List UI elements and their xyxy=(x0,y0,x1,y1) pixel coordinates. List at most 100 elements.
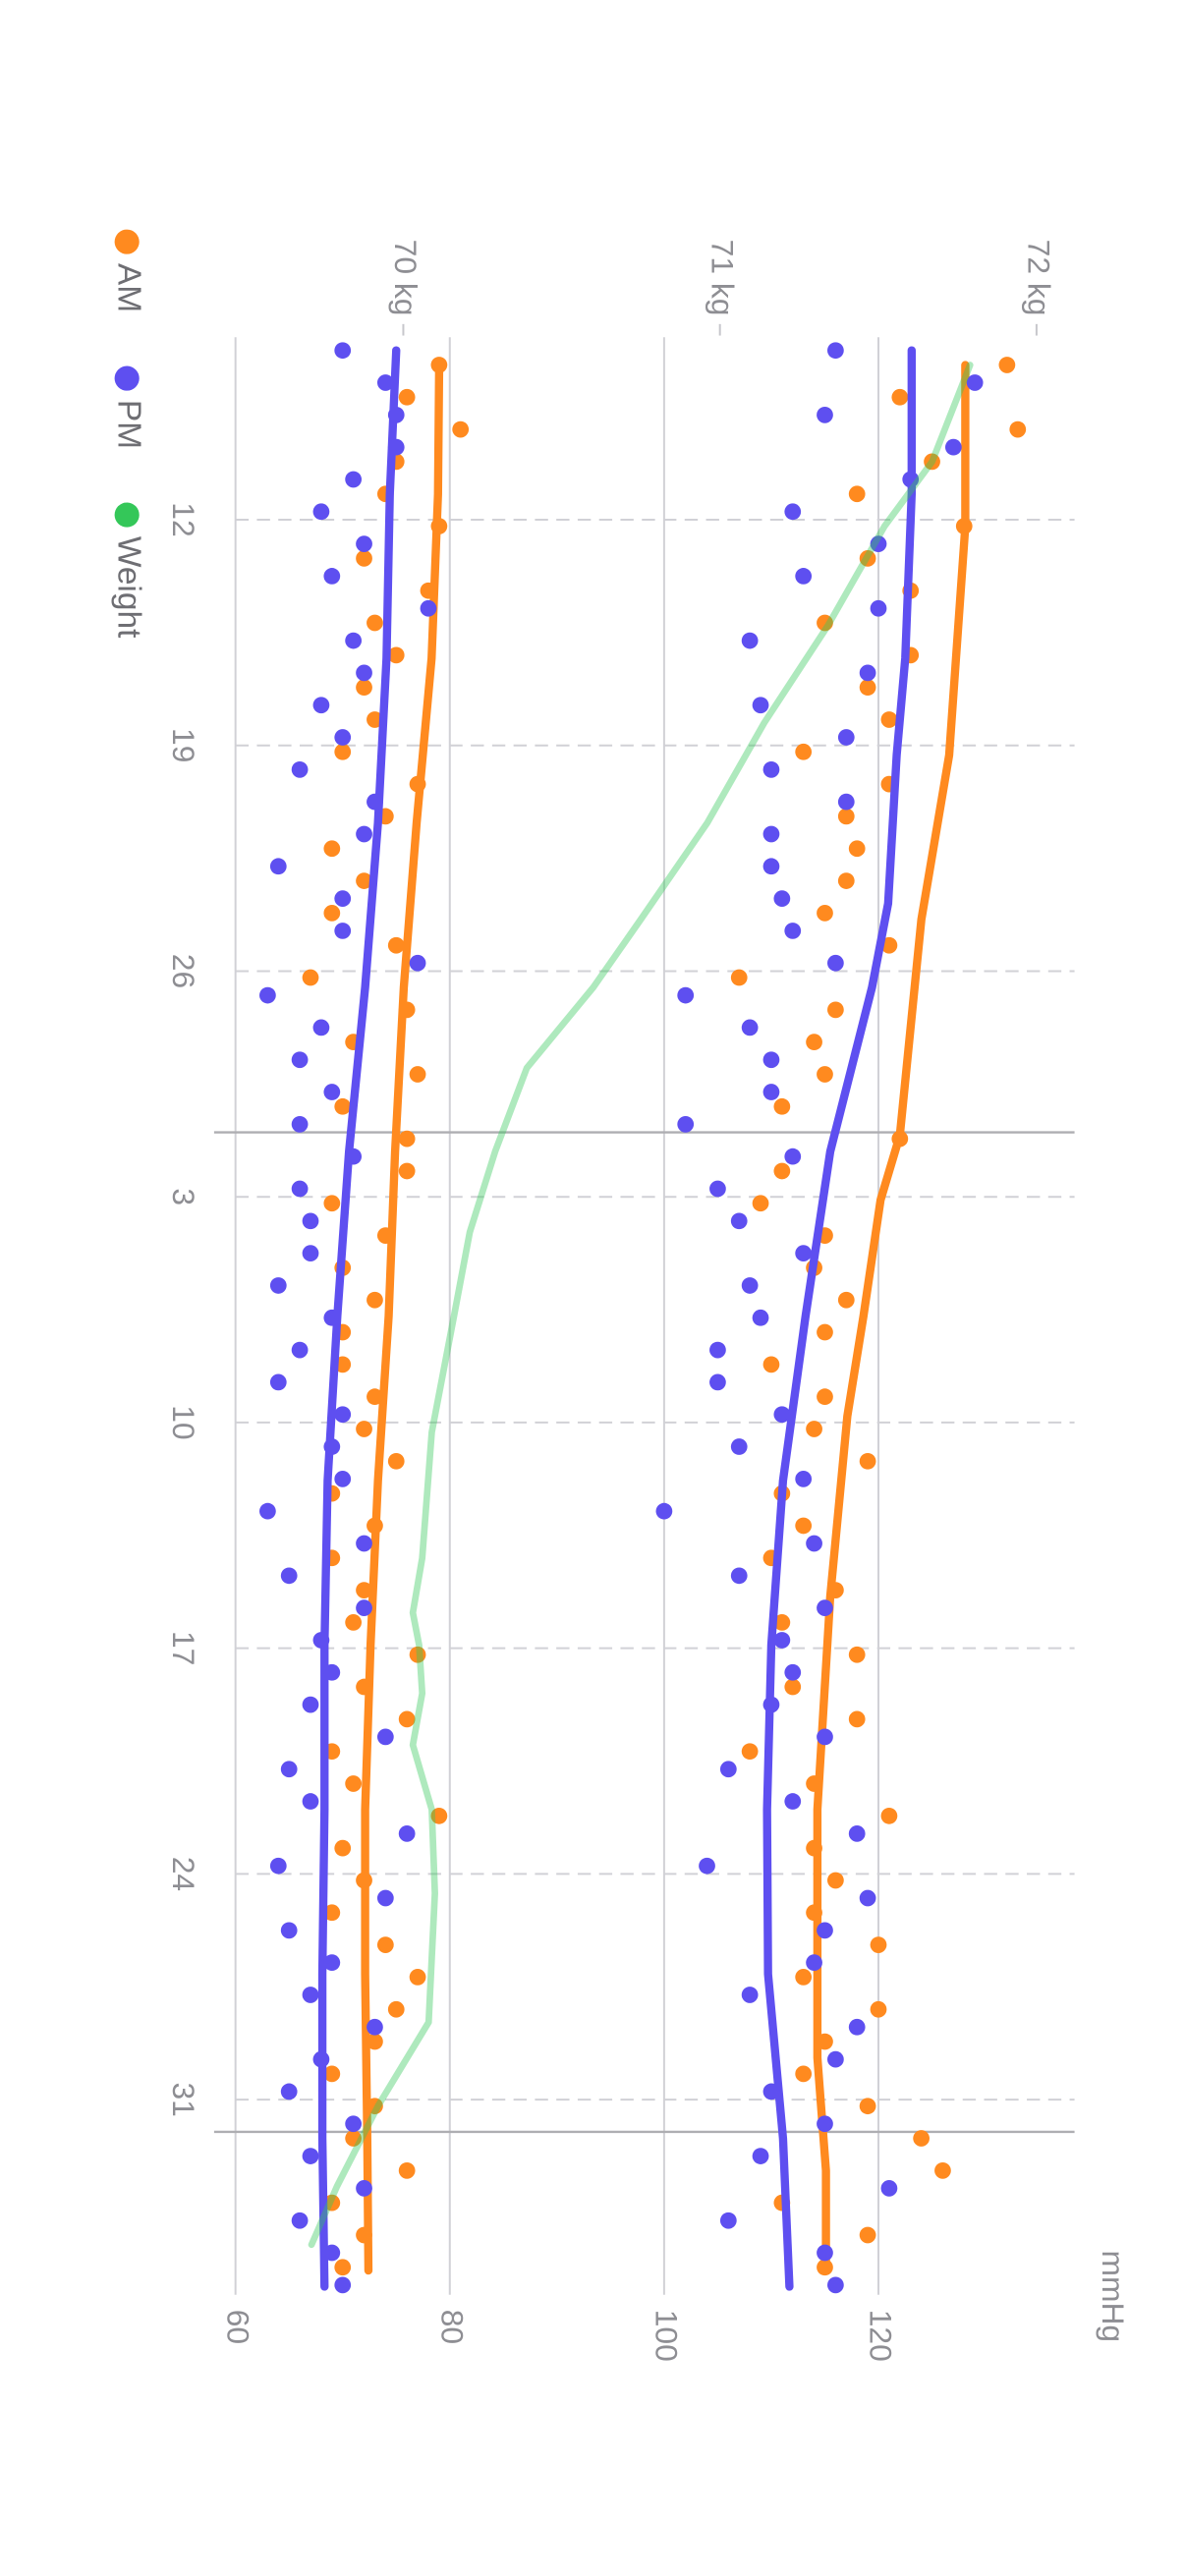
reading-dot xyxy=(376,1728,394,1746)
x-tick-label: 31 xyxy=(166,2082,201,2116)
reading-dot xyxy=(762,2083,780,2100)
reading-dot xyxy=(859,1452,876,1470)
reading-dot xyxy=(741,1987,759,2003)
reading-dot xyxy=(387,646,405,664)
reading-dot xyxy=(827,1872,844,1889)
reading-dot xyxy=(356,1872,372,1889)
reading-dot xyxy=(817,1066,833,1083)
reading-dot xyxy=(334,890,352,907)
y-tick-label: 120 xyxy=(864,2310,899,2362)
marks xyxy=(259,342,1027,2294)
reading-dot xyxy=(784,1793,802,1810)
reading-dot xyxy=(356,550,372,567)
reading-dot xyxy=(409,1646,426,1663)
reading-dot xyxy=(387,2000,405,2018)
reading-dot xyxy=(356,1535,372,1552)
reading-dot xyxy=(859,1889,876,1907)
legend-swatch xyxy=(114,365,140,391)
reading-dot xyxy=(795,1517,813,1535)
grid xyxy=(213,323,1075,2295)
reading-dot xyxy=(773,1162,791,1180)
reading-dot xyxy=(312,2050,330,2068)
reading-dot xyxy=(387,438,405,456)
reading-dot xyxy=(752,697,769,714)
reading-dot xyxy=(848,1710,866,1728)
reading-dot xyxy=(356,535,372,552)
reading-dot xyxy=(795,1245,813,1262)
reading-dot xyxy=(817,1388,833,1406)
x-tick-label: 10 xyxy=(166,1405,201,1439)
trend-line xyxy=(361,361,444,2275)
x-tick-label: 19 xyxy=(166,728,201,762)
reading-dot xyxy=(913,2130,931,2147)
x-tick-label: 12 xyxy=(166,502,201,536)
reading-dot xyxy=(719,2212,737,2229)
reading-dot xyxy=(784,1148,802,1165)
reading-dot xyxy=(367,1388,383,1406)
reading-dot xyxy=(817,2115,833,2133)
reading-dot xyxy=(334,342,352,360)
reading-dot xyxy=(334,743,352,760)
reading-dot xyxy=(367,711,383,728)
reading-dot xyxy=(323,1309,341,1326)
reading-dot xyxy=(323,2194,341,2212)
reading-dot xyxy=(762,1356,780,1373)
reading-dot xyxy=(291,1180,309,1198)
reading-dot xyxy=(302,2148,319,2164)
reading-dot xyxy=(387,936,405,954)
reading-dot xyxy=(827,342,844,360)
trend-line xyxy=(762,346,917,2291)
reading-dot xyxy=(334,923,352,939)
reading-dot xyxy=(1009,420,1027,438)
reading-dot xyxy=(323,1663,341,1681)
reading-dot xyxy=(870,1936,887,1953)
reading-dot xyxy=(323,2244,341,2262)
reading-dot xyxy=(409,1969,426,1986)
reading-dot xyxy=(837,729,855,746)
reading-dot xyxy=(730,969,748,986)
reading-dot xyxy=(356,872,372,889)
reading-dot xyxy=(398,1825,416,1842)
reading-dot xyxy=(773,1614,791,1631)
reading-dot xyxy=(312,1632,330,1649)
reading-dot xyxy=(302,969,319,986)
reading-dot xyxy=(944,438,962,456)
reading-dot xyxy=(387,406,405,423)
reading-dot xyxy=(730,1212,748,1230)
reading-dot xyxy=(398,1710,416,1728)
reading-dot xyxy=(817,2033,833,2050)
reading-dot xyxy=(762,858,780,875)
reading-dot xyxy=(323,568,341,585)
legend-swatch xyxy=(114,229,140,254)
reading-dot xyxy=(870,599,887,617)
reading-dot xyxy=(880,711,898,728)
reading-dot xyxy=(367,2018,383,2036)
reading-dot xyxy=(827,954,844,972)
reading-dot xyxy=(848,840,866,858)
reading-dot xyxy=(420,599,437,617)
reading-dot xyxy=(356,1421,372,1437)
reading-dot xyxy=(356,1678,372,1696)
reading-dot xyxy=(955,518,973,534)
reading-dot xyxy=(719,1761,737,1778)
reading-dot xyxy=(762,1084,780,1100)
reading-dot xyxy=(817,2244,833,2262)
reading-dot xyxy=(376,1889,394,1907)
reading-dot xyxy=(806,1904,822,1922)
reading-dot xyxy=(345,1775,363,1792)
reading-dot xyxy=(880,2180,898,2197)
reading-dot xyxy=(752,1195,769,1212)
reading-dot xyxy=(280,1567,298,1585)
reading-dot xyxy=(430,1807,448,1824)
reading-dot xyxy=(924,453,940,471)
reading-dot xyxy=(323,1195,341,1212)
reading-dot xyxy=(409,954,426,972)
reading-dot xyxy=(859,550,876,567)
reading-dot xyxy=(795,568,813,585)
reading-dot xyxy=(334,1470,352,1487)
legend-label: Weight xyxy=(110,536,146,639)
reading-dot xyxy=(398,1001,416,1019)
reading-dot xyxy=(345,2130,363,2147)
reading-dot xyxy=(848,1646,866,1663)
reading-dot xyxy=(806,1775,822,1792)
